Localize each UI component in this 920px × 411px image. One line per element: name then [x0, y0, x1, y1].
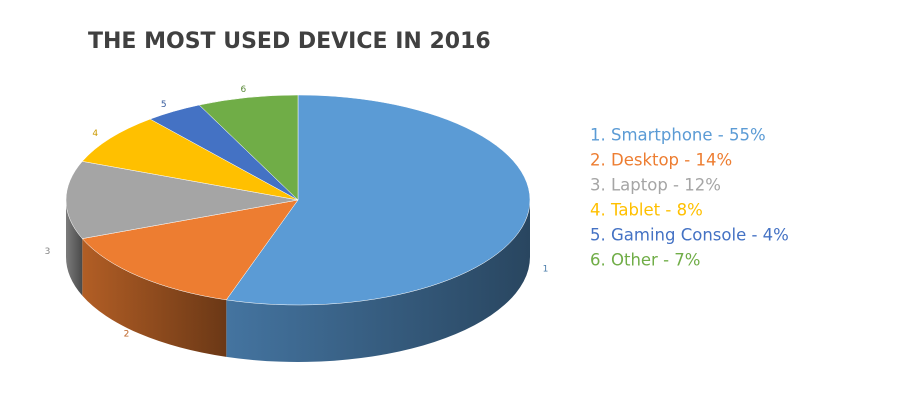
slice	[81, 118, 299, 201]
legend-entry: 3. Laptop - 12%	[590, 176, 721, 195]
slice-label: 1	[543, 265, 549, 275]
legend-entry: 4. Tablet - 8%	[590, 201, 703, 220]
slice	[198, 94, 299, 201]
slice-label: 4	[92, 129, 98, 139]
slice-label: 6	[240, 85, 246, 95]
slice-label: 3	[45, 247, 51, 257]
slice-side	[66, 200, 83, 296]
slice	[81, 199, 299, 301]
slice	[225, 94, 531, 306]
legend-entry: 5. Gaming Console - 4%	[590, 226, 789, 245]
chart-title: THE MOST USED DEVICE IN 2016	[88, 29, 491, 54]
legend-entry: 6. Other - 7%	[590, 251, 700, 270]
slice-label: 5	[161, 100, 167, 110]
slice	[65, 161, 299, 239]
slice-side	[226, 200, 531, 362]
slice-side	[82, 238, 227, 357]
legend-entry: 1. Smartphone - 55%	[590, 126, 766, 145]
legend-entry: 2. Desktop - 14%	[590, 151, 732, 170]
slice-label: 2	[124, 329, 130, 339]
